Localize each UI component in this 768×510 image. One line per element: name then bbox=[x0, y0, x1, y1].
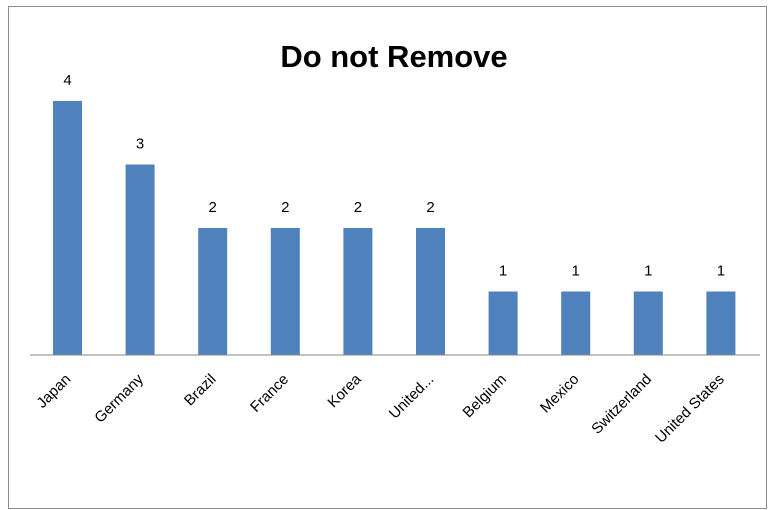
data-labels-group: 4 3 2 2 2 2 1 1 1 1 bbox=[63, 72, 725, 280]
x-tick-label: Japan bbox=[33, 371, 74, 412]
bar-united-states bbox=[706, 291, 736, 355]
bar-korea bbox=[343, 228, 373, 355]
x-tick-label: Germany bbox=[91, 370, 147, 426]
data-label: 2 bbox=[281, 199, 289, 216]
x-tick-label: Brazil bbox=[181, 371, 220, 410]
data-label: 3 bbox=[136, 136, 144, 153]
x-tick-label: France bbox=[247, 371, 292, 416]
data-label: 1 bbox=[572, 263, 580, 280]
data-label: 2 bbox=[426, 199, 434, 216]
data-label: 1 bbox=[644, 263, 652, 280]
bars-group bbox=[53, 101, 736, 355]
bar-france bbox=[270, 228, 300, 355]
data-label: 1 bbox=[499, 263, 507, 280]
x-tick-label: Korea bbox=[324, 370, 365, 411]
data-label: 1 bbox=[717, 263, 725, 280]
x-tick-label: Mexico bbox=[537, 371, 583, 417]
data-label: 4 bbox=[63, 72, 71, 89]
bar-united bbox=[416, 228, 445, 355]
bar-switzerland bbox=[633, 291, 663, 355]
bar-belgium bbox=[488, 291, 518, 355]
x-tick-label: United States bbox=[652, 371, 728, 447]
x-tick-label: Switzerland bbox=[588, 371, 655, 438]
bar-germany bbox=[125, 164, 155, 355]
bar-mexico bbox=[561, 291, 591, 355]
bar-japan bbox=[53, 101, 82, 355]
data-label: 2 bbox=[209, 199, 217, 216]
x-tick-label: United... bbox=[386, 371, 438, 423]
x-tick-labels-group: Japan Germany Brazil France Korea United... Be… bbox=[33, 370, 727, 446]
x-tick-label: Belgium bbox=[460, 371, 510, 421]
bar-brazil bbox=[198, 228, 228, 355]
chart-title: Do not Remove bbox=[280, 39, 507, 74]
data-label: 2 bbox=[354, 199, 362, 216]
